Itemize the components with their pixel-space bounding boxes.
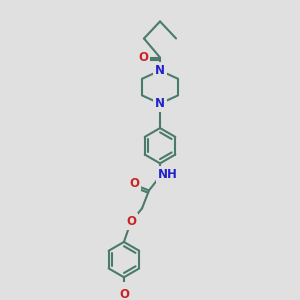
Text: O: O xyxy=(119,288,129,300)
Text: O: O xyxy=(130,177,140,190)
Text: N: N xyxy=(155,97,165,110)
Text: O: O xyxy=(126,215,136,228)
Text: NH: NH xyxy=(158,168,178,181)
Text: O: O xyxy=(138,51,148,64)
Text: N: N xyxy=(155,64,165,77)
